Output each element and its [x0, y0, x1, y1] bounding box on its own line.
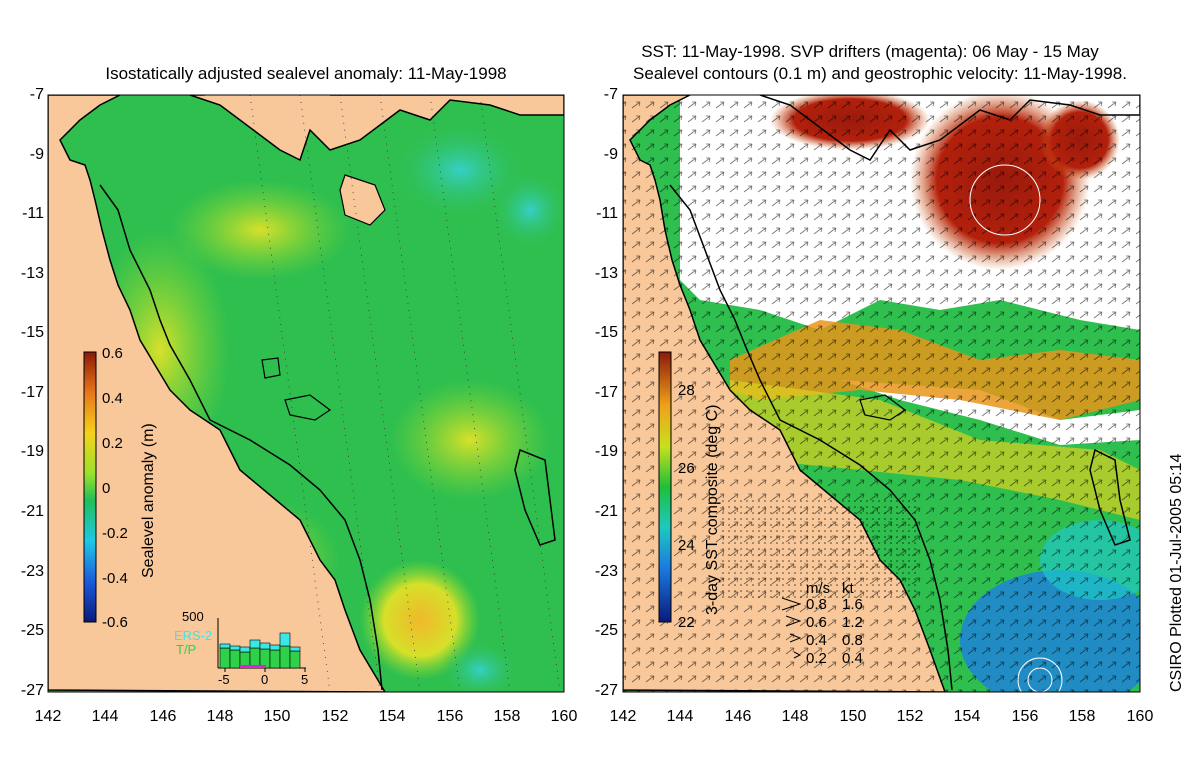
left-map-frame	[47, 94, 565, 693]
left-ytick: -25	[20, 622, 44, 639]
inset-xtick: -5	[218, 672, 230, 687]
right-ytick: -15	[594, 324, 618, 341]
left-ytick: -9	[29, 146, 44, 163]
right-panel-title-line1: SST: 11-May-1998. SVP drifters (magenta)…	[641, 42, 1099, 61]
left-map-area	[48, 95, 564, 692]
velocity-legend-header-ms: m/s	[806, 580, 831, 597]
left-xtick: 158	[493, 708, 521, 725]
right-map-frame	[622, 94, 1141, 693]
sst-cb-tick: 28	[678, 382, 695, 399]
left-xtick: 154	[378, 708, 406, 725]
track-histogram-inset	[217, 618, 306, 672]
right-ytick: -23	[594, 563, 618, 580]
left-xtick: 148	[206, 708, 234, 725]
right-xtick: 142	[609, 708, 637, 725]
sst-cb-tick: 24	[678, 537, 695, 554]
sst-cb-tick: 22	[678, 614, 695, 631]
velocity-legend-ms: 0.2	[806, 650, 827, 667]
right-panel-title-line2: Sealevel contours (0.1 m) and geostrophi…	[633, 64, 1127, 83]
right-map-area	[623, 95, 1140, 692]
sealevel-cb-tick: 0.6	[102, 345, 123, 362]
sealevel-colorbar	[83, 351, 97, 623]
inset-legend-ers2: ERS-2	[174, 628, 213, 643]
left-ytick: -19	[20, 443, 44, 460]
right-xtick: 158	[1068, 708, 1096, 725]
inset-ymax: 500	[182, 609, 204, 624]
velocity-legend-kt: 1.6	[842, 596, 863, 613]
left-panel-title: Isostatically adjusted sealevel anomaly:…	[105, 64, 507, 83]
sealevel-cb-tick: 0.2	[102, 435, 123, 452]
sealevel-cb-tick: -0.2	[102, 525, 128, 542]
left-xtick: 160	[550, 708, 578, 725]
inset-xtick: 0	[261, 672, 269, 687]
right-ytick: -25	[594, 622, 618, 639]
right-ytick: -21	[594, 503, 618, 520]
left-xtick: 152	[321, 708, 349, 725]
right-ytick: -27	[594, 682, 618, 699]
left-xtick: 146	[149, 708, 177, 725]
sealevel-cb-label: Sealevel anomaly (m)	[140, 423, 157, 578]
left-ytick: -13	[20, 265, 44, 282]
inset-legend-tp: T/P	[176, 642, 197, 657]
left-ytick: -7	[29, 86, 44, 103]
velocity-legend-ms: 0.8	[806, 596, 827, 613]
sealevel-cb-tick: 0.4	[102, 390, 123, 407]
velocity-legend-kt: 1.2	[842, 614, 863, 631]
sst-cb-label: 3-day SST composite (deg C)	[704, 404, 721, 615]
right-ytick: -19	[594, 443, 618, 460]
sealevel-cb-tick: -0.6	[102, 614, 128, 631]
right-ytick: -13	[594, 265, 618, 282]
velocity-legend-ms: 0.4	[806, 632, 827, 649]
left-ytick: -27	[20, 682, 44, 699]
left-ytick: -15	[20, 324, 44, 341]
sst-colorbar	[658, 351, 672, 623]
right-ytick: -17	[594, 384, 618, 401]
right-xtick: 160	[1126, 708, 1154, 725]
right-ytick: -11	[596, 205, 618, 222]
left-ytick: -11	[22, 205, 44, 222]
left-ytick: -17	[20, 384, 44, 401]
csiro-credit: CSIRO Plotted 01-Jul-2005 05:14	[1168, 453, 1185, 692]
inset-xtick: 5	[301, 672, 309, 687]
left-ytick: -21	[20, 503, 44, 520]
right-xtick: 144	[666, 708, 694, 725]
right-xtick: 154	[953, 708, 981, 725]
left-xtick: 144	[91, 708, 119, 725]
sst-cb-tick: 26	[678, 460, 695, 477]
left-xtick: 142	[34, 708, 62, 725]
right-xtick: 146	[724, 708, 752, 725]
left-xtick: 150	[263, 708, 291, 725]
velocity-legend-header-kt: kt	[842, 580, 854, 597]
right-ytick: -9	[603, 146, 618, 163]
right-xtick: 156	[1011, 708, 1039, 725]
right-xtick: 152	[896, 708, 924, 725]
sealevel-cb-tick: 0	[102, 480, 111, 497]
velocity-legend-kt: 0.4	[842, 650, 863, 667]
velocity-legend-ms: 0.6	[806, 614, 827, 631]
velocity-legend-kt: 0.8	[842, 632, 863, 649]
right-xtick: 150	[839, 708, 867, 725]
velocity-legend-arrows	[781, 597, 802, 659]
sealevel-cb-tick: -0.4	[102, 570, 128, 587]
right-xtick: 148	[781, 708, 809, 725]
left-xtick: 156	[436, 708, 464, 725]
right-ytick: -7	[603, 86, 618, 103]
left-ytick: -23	[20, 563, 44, 580]
